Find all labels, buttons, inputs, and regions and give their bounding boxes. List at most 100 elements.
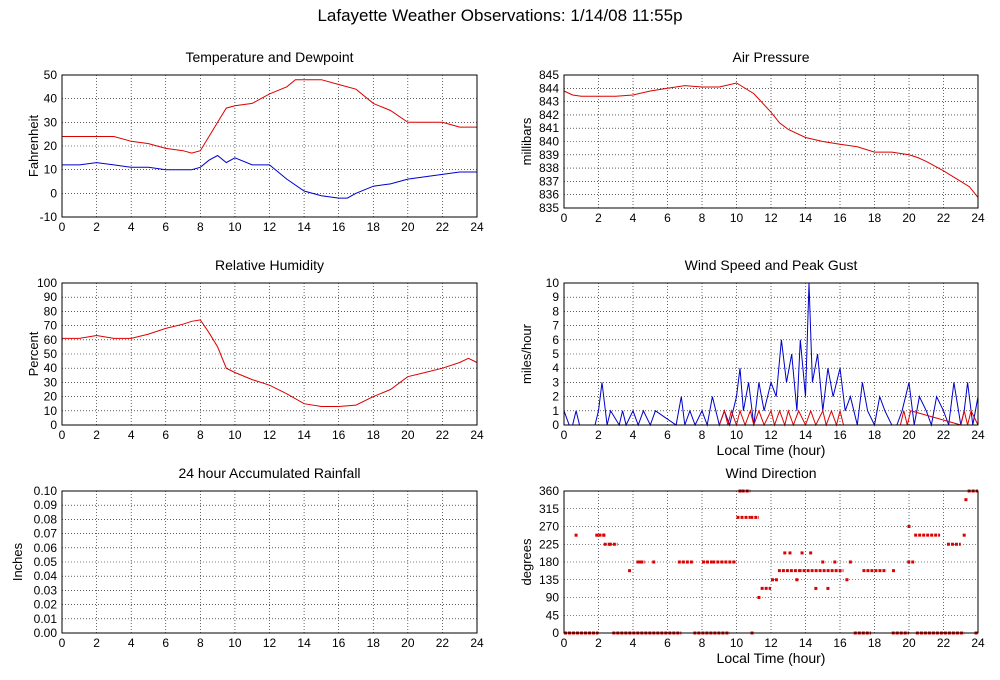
direction-point [628, 569, 632, 573]
x-tick-label: 14 [297, 636, 311, 650]
y-tick-label: 30 [44, 375, 58, 389]
x-tick-label: 16 [833, 211, 847, 225]
x-tick-label: 4 [630, 428, 637, 442]
x-tick-label: 2 [595, 428, 602, 442]
y-tick-label: 20 [44, 390, 58, 404]
rain-plot-frame [61, 490, 478, 634]
y-tick-label: 2 [552, 390, 559, 404]
x-tick-label: 12 [263, 428, 277, 442]
wind-plot-frame [563, 282, 979, 426]
y-tick-label: 844 [539, 81, 559, 95]
y-tick-label: 270 [539, 520, 559, 534]
y-tick-label: 841 [539, 121, 559, 135]
y-tick-label: 0 [50, 418, 57, 432]
x-tick-label: 0 [561, 428, 568, 442]
direction-point [783, 551, 787, 555]
x-tick-label: 18 [367, 636, 381, 650]
y-tick-label: 0 [552, 626, 559, 640]
y-tick-label: 10 [44, 404, 58, 418]
y-tick-label: 8 [552, 304, 559, 318]
x-tick-label: 14 [297, 428, 311, 442]
x-tick-label: 18 [367, 220, 381, 234]
x-tick-label: 24 [971, 636, 985, 650]
x-tick-label: 8 [197, 636, 204, 650]
direction-point [602, 533, 606, 537]
x-tick-label: 10 [730, 636, 744, 650]
y-tick-label: 0.05 [34, 555, 58, 569]
y-tick-label: 0.03 [34, 583, 58, 597]
x-tick-label: 2 [93, 428, 100, 442]
y-tick-label: 315 [539, 502, 559, 516]
temp-series-line-0 [62, 79, 477, 154]
x-tick-label: 22 [436, 428, 450, 442]
humidity-plot-frame [61, 282, 478, 426]
direction-y-axis-label: degrees [519, 538, 534, 585]
x-tick-label: 0 [561, 636, 568, 650]
y-tick-label: 0.00 [34, 626, 58, 640]
x-tick-label: 6 [162, 220, 169, 234]
x-tick-label: 8 [699, 636, 706, 650]
y-tick-label: 90 [546, 591, 560, 605]
x-tick-label: 24 [971, 211, 985, 225]
x-tick-label: 16 [332, 428, 346, 442]
direction-point [788, 551, 792, 555]
x-tick-label: 14 [799, 428, 813, 442]
x-tick-label: 8 [699, 428, 706, 442]
y-tick-label: 6 [552, 333, 559, 347]
x-tick-label: 20 [401, 428, 415, 442]
y-tick-label: 0.06 [34, 541, 58, 555]
y-tick-label: 135 [539, 573, 559, 587]
x-tick-label: 24 [470, 220, 484, 234]
y-tick-label: 843 [539, 95, 559, 109]
y-tick-label: -10 [40, 210, 58, 224]
x-tick-label: 22 [937, 211, 951, 225]
x-tick-label: 12 [764, 636, 778, 650]
direction-point [652, 560, 656, 564]
y-tick-label: 3 [552, 375, 559, 389]
y-tick-label: 40 [44, 92, 58, 106]
y-tick-label: 839 [539, 148, 559, 162]
x-tick-label: 20 [902, 211, 916, 225]
x-tick-label: 24 [470, 428, 484, 442]
direction-x-axis-label: Local Time (hour) [717, 650, 826, 666]
x-tick-label: 12 [263, 220, 277, 234]
x-tick-label: 0 [59, 220, 66, 234]
page-title: Lafayette Weather Observations: 1/14/08 … [317, 6, 683, 25]
y-tick-label: 0.10 [34, 484, 58, 498]
direction-point [574, 533, 578, 537]
x-tick-label: 18 [868, 636, 882, 650]
x-tick-label: 14 [799, 211, 813, 225]
y-tick-label: 7 [552, 319, 559, 333]
y-tick-label: 50 [44, 347, 58, 361]
x-tick-label: 10 [228, 636, 242, 650]
x-tick-label: 22 [937, 636, 951, 650]
x-tick-label: 4 [630, 636, 637, 650]
x-tick-label: 10 [228, 220, 242, 234]
direction-point [833, 560, 837, 564]
direction-point [845, 578, 849, 582]
temp-y-axis-label: Fahrenheit [26, 115, 41, 178]
pressure-plot-frame [563, 74, 979, 209]
direction-point [800, 551, 804, 555]
y-tick-label: 1 [552, 404, 559, 418]
x-tick-label: 10 [730, 428, 744, 442]
y-tick-label: 0.01 [34, 612, 58, 626]
direction-point [848, 560, 852, 564]
x-tick-label: 18 [367, 428, 381, 442]
direction-point [814, 586, 818, 590]
x-tick-label: 6 [162, 428, 169, 442]
x-tick-label: 4 [128, 636, 135, 650]
x-tick-label: 6 [664, 211, 671, 225]
y-tick-label: 9 [552, 290, 559, 304]
x-tick-label: 6 [664, 636, 671, 650]
x-tick-label: 4 [128, 220, 135, 234]
temp-series-line-1 [62, 154, 477, 199]
x-tick-label: 8 [197, 220, 204, 234]
y-tick-label: 100 [37, 276, 57, 290]
x-tick-label: 12 [263, 636, 277, 650]
